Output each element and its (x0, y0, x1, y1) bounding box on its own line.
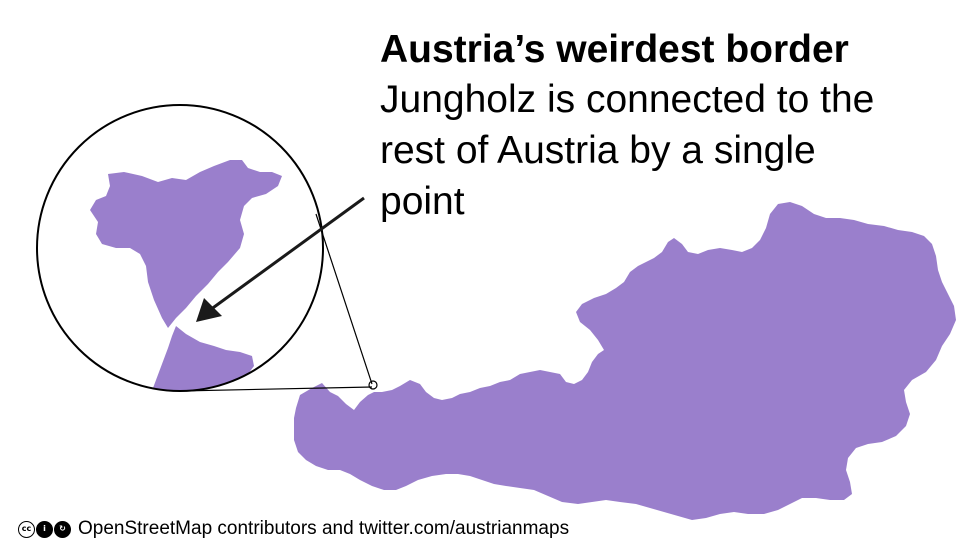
attribution: cc i ↻ OpenStreetMap contributors and tw… (18, 516, 569, 542)
title-block: Austria’s weirdest border Jungholz is co… (380, 26, 960, 227)
map-subtitle: Jungholz is connected to the rest of Aus… (380, 78, 875, 223)
jungholz-shape (90, 160, 282, 328)
inset-magnifier (36, 104, 324, 392)
zoom-connector-lower (179, 386, 373, 392)
arrow-shaft (209, 196, 365, 312)
austria-shape (294, 202, 956, 520)
cc-icon: cc (18, 520, 35, 538)
inset-border (36, 104, 324, 392)
zoom-connector-upper (315, 213, 373, 385)
location-marker (368, 380, 378, 390)
sa-icon: ↻ (54, 520, 71, 538)
arrow-head (196, 298, 222, 322)
attribution-text: OpenStreetMap contributors and twitter.c… (78, 518, 570, 539)
map-title: Austria’s weirdest border (380, 28, 849, 71)
austria-inset-shape (150, 326, 254, 391)
license-icons: cc i ↻ (18, 520, 72, 538)
by-icon: i (36, 520, 53, 538)
